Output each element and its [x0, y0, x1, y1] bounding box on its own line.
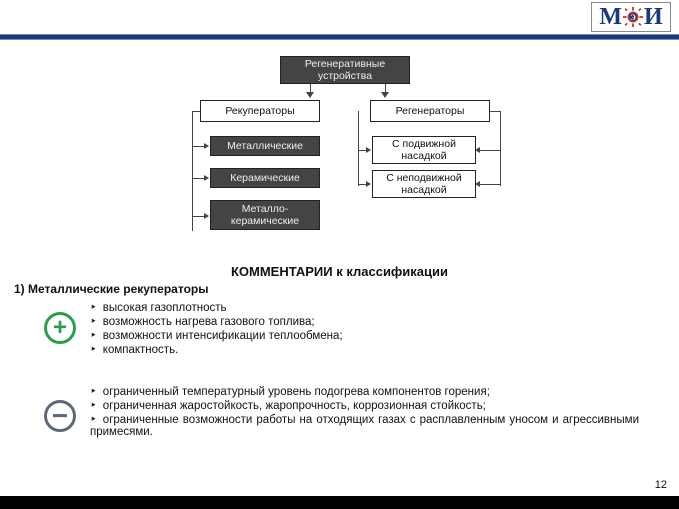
node-metallo-keramicheskie: Металло-керамические	[210, 200, 320, 230]
minus-list: ограниченный температурный уровень подог…	[90, 384, 639, 438]
node-s-podvizhnoi: С подвижнойнасадкой	[372, 136, 476, 164]
gear-icon: Э	[622, 6, 644, 28]
minus-icon: −	[44, 400, 76, 432]
page-number: 12	[655, 479, 667, 491]
plus-item: высокая газоплотность	[90, 300, 639, 314]
classification-diagram: Регенеративныеустройства Рекуператоры Ре…	[160, 56, 535, 258]
node-s-nepodvizhnoi: С неподвижнойнасадкой	[372, 170, 476, 198]
plus-item: возможности интенсификации теплообмена;	[90, 328, 639, 342]
node-rekuperatory: Рекуператоры	[200, 100, 320, 122]
plus-list: высокая газоплотность возможность нагрев…	[90, 300, 639, 356]
plus-icon: +	[44, 312, 76, 344]
plus-item: возможность нагрева газового топлива;	[90, 314, 639, 328]
minus-item: ограниченные возможности работы на отход…	[90, 412, 639, 438]
minus-item: ограниченная жаростойкость, жаропрочност…	[90, 398, 639, 412]
header: М Э И	[0, 0, 679, 40]
comments-title: КОММЕНТАРИИ к классификации	[0, 264, 679, 279]
plus-item: компактность.	[90, 342, 639, 356]
node-root: Регенеративныеустройства	[280, 56, 410, 84]
section-heading: 1) Металлические рекуператоры	[14, 282, 208, 296]
logo-letter-i: И	[644, 4, 663, 31]
node-keramicheskie: Керамические	[210, 168, 320, 188]
node-regeneratory: Регенераторы	[370, 100, 490, 122]
logo-box: М Э И	[591, 2, 671, 32]
minus-item: ограниченный температурный уровень подог…	[90, 384, 639, 398]
logo-letter-m: М	[599, 4, 622, 31]
header-stripe	[0, 34, 679, 40]
svg-text:Э: Э	[630, 13, 636, 22]
node-metallicheskie: Металлические	[210, 136, 320, 156]
footer-bar	[0, 496, 679, 509]
logo: М Э И	[592, 3, 670, 31]
